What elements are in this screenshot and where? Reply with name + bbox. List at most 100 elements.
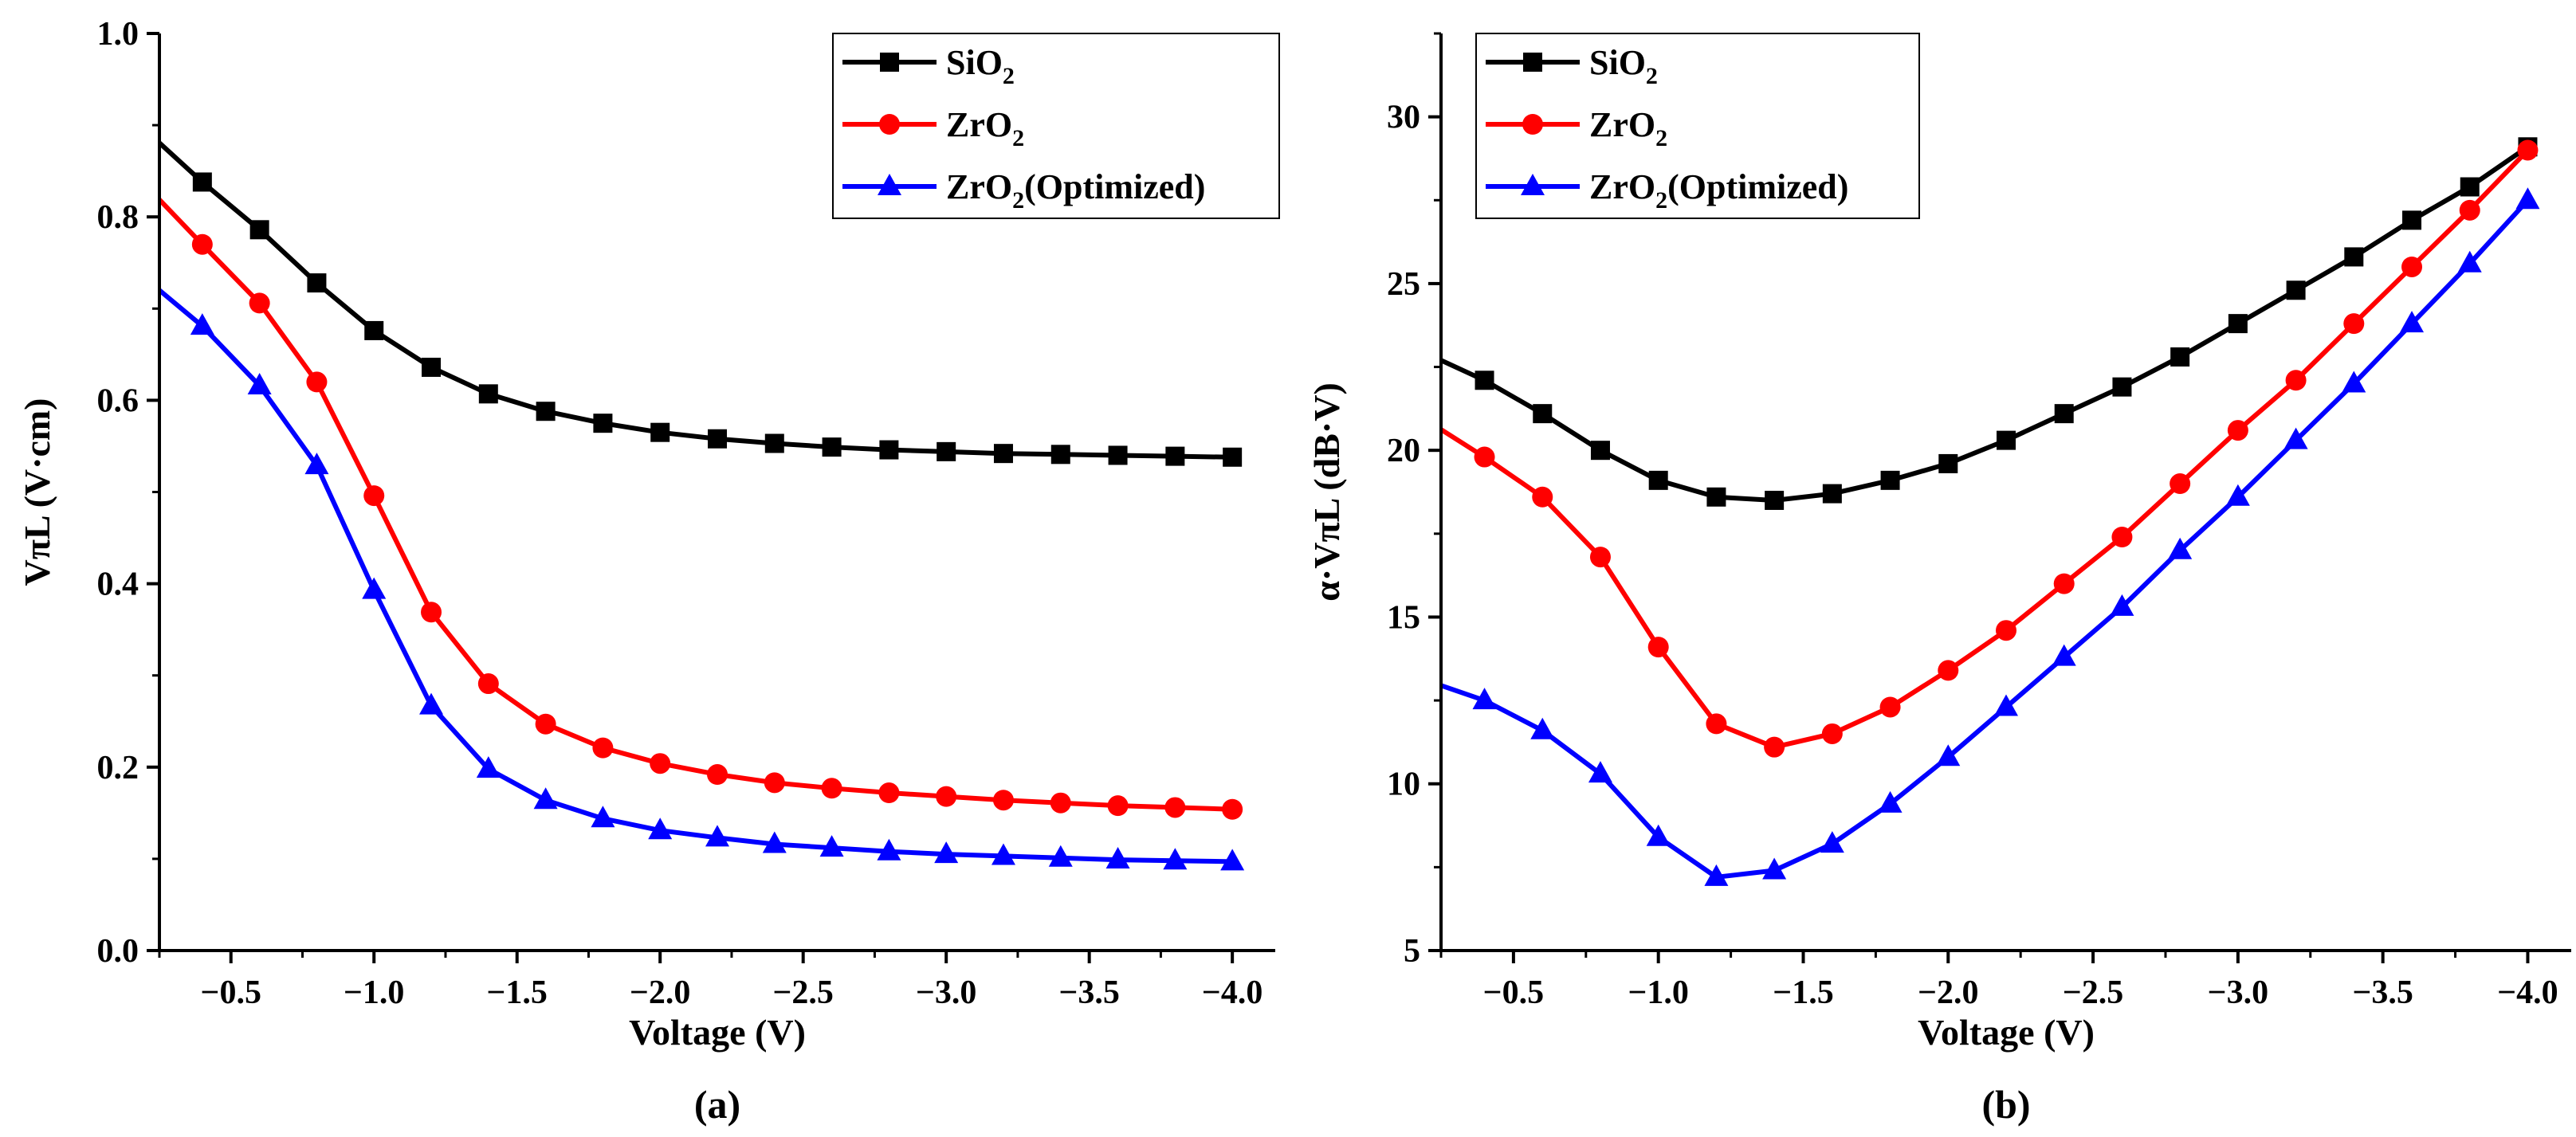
- data-point: [1532, 486, 1553, 508]
- data-point: [1646, 824, 1671, 846]
- data-point: [247, 372, 272, 394]
- data-point: [1223, 447, 1243, 467]
- y-tick-label: 0.8: [97, 199, 139, 236]
- series-line: [1441, 144, 2530, 503]
- data-point: [2400, 311, 2425, 333]
- data-point: [190, 313, 214, 335]
- legend: SiO2 ZrO2 ZrO2(Optimized): [1475, 33, 1920, 219]
- data-point: [2111, 527, 2133, 548]
- y-axis-title: VπL (V·cm): [17, 398, 57, 586]
- data-point: [1105, 847, 1130, 869]
- data-point: [2401, 256, 2423, 277]
- data-point: [422, 357, 442, 377]
- data-point: [762, 831, 787, 853]
- data-point: [476, 756, 501, 778]
- data-point: [993, 444, 1013, 464]
- y-tick-label: 0.2: [97, 750, 139, 786]
- legend-marker: [1522, 114, 1543, 135]
- data-point: [536, 402, 556, 421]
- data-point: [1050, 445, 1070, 465]
- data-point: [2168, 537, 2193, 559]
- data-point: [1163, 848, 1188, 870]
- x-tick-label: −4.0: [1202, 974, 1262, 1011]
- data-point: [1416, 410, 1437, 431]
- data-point: [592, 737, 614, 759]
- data-point: [991, 843, 1015, 865]
- y-tick-label: 5: [1404, 933, 1420, 970]
- data-point: [2110, 594, 2134, 616]
- data-point: [705, 825, 729, 847]
- legend-marker: [879, 114, 900, 135]
- x-tick-label: −4.0: [2497, 974, 2558, 1011]
- series-2: [1441, 187, 2540, 886]
- x-tick-label: −1.5: [486, 974, 547, 1011]
- data-point: [2342, 371, 2366, 393]
- x-tick-label: −1.0: [344, 974, 404, 1011]
- data-point: [591, 806, 615, 828]
- data-point: [2283, 427, 2308, 449]
- y-tick-label: 30: [1387, 100, 1420, 136]
- y-tick-label: 15: [1387, 599, 1420, 636]
- data-point: [764, 772, 785, 794]
- legend-label: SiO2: [946, 43, 1015, 89]
- x-tick-label: −3.5: [1058, 974, 1119, 1011]
- data-point: [2517, 139, 2539, 161]
- series-1: [1416, 139, 2539, 758]
- legend-label: ZrO2: [946, 105, 1024, 151]
- x-tick-label: −3.0: [916, 974, 976, 1011]
- x-axis-title: Voltage (V): [629, 1012, 806, 1053]
- data-point: [877, 838, 901, 861]
- legend-marker: [1523, 53, 1542, 72]
- data-point: [1706, 487, 1726, 507]
- data-point: [307, 273, 327, 293]
- series-line: [159, 287, 1233, 865]
- data-point: [650, 753, 671, 774]
- data-point: [1220, 849, 1245, 871]
- data-point: [1588, 761, 1612, 783]
- data-point: [1222, 798, 1243, 820]
- data-point: [192, 172, 212, 192]
- x-tick-label: −0.5: [201, 974, 261, 1011]
- data-point: [1938, 660, 1959, 681]
- data-point: [1765, 490, 1785, 510]
- data-point: [648, 817, 673, 840]
- x-tick-label: −2.0: [1918, 974, 1978, 1011]
- data-point: [1936, 744, 1961, 766]
- data-point: [421, 602, 442, 623]
- panel-label: (a): [694, 1082, 740, 1127]
- x-tick-label: −2.5: [2063, 974, 2123, 1011]
- data-point: [1647, 637, 1669, 658]
- y-tick-label: 0.0: [97, 933, 139, 970]
- data-point: [1880, 470, 1900, 490]
- data-point: [1589, 547, 1611, 568]
- data-point: [1822, 484, 1842, 504]
- legend-label: ZrO2: [1589, 105, 1667, 151]
- panel-label: (b): [1981, 1082, 2030, 1127]
- data-point: [1050, 792, 1071, 814]
- legend-label: ZrO2(Optimized): [1589, 167, 1848, 214]
- data-point: [2402, 210, 2422, 230]
- data-point: [2227, 420, 2248, 441]
- data-point: [2343, 313, 2365, 335]
- data-point: [533, 787, 558, 810]
- data-point: [821, 778, 842, 799]
- x-tick-label: −1.5: [1773, 974, 1833, 1011]
- data-point: [879, 440, 899, 460]
- series-line: [1441, 198, 2530, 880]
- x-tick-label: −3.5: [2352, 974, 2413, 1011]
- y-axis-title: α·VπL (dB·V): [1306, 382, 1347, 602]
- data-point: [1997, 430, 2016, 450]
- x-tick-label: −2.5: [772, 974, 833, 1011]
- series-2: [159, 287, 1245, 871]
- data-point: [2457, 250, 2482, 272]
- data-point: [2170, 473, 2191, 495]
- data-point: [2285, 370, 2307, 391]
- y-tick-label: 25: [1387, 266, 1420, 303]
- y-tick-label: 1.0: [97, 16, 139, 53]
- data-point: [708, 429, 727, 449]
- data-point: [2515, 187, 2540, 210]
- data-point: [2170, 347, 2190, 367]
- data-point: [2286, 280, 2306, 300]
- data-point: [1048, 845, 1073, 867]
- data-point: [1879, 696, 1901, 718]
